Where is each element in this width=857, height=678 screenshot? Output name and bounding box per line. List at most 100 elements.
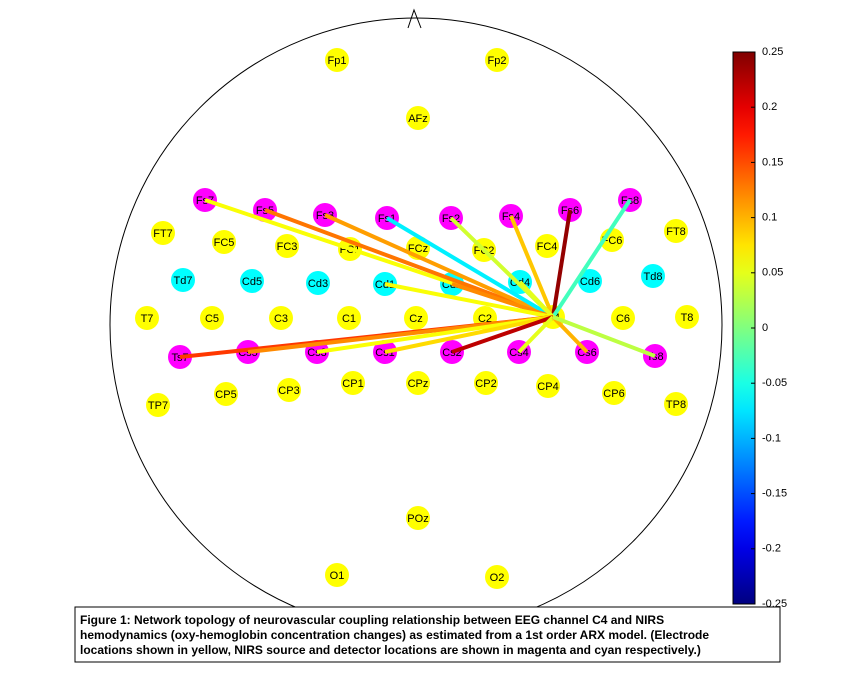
colorbar-tick-label: 0.2 [762,101,777,113]
node-detector [578,269,602,293]
node-label: CP5 [215,389,236,401]
node-electrode [536,374,560,398]
node-label: Cz [409,313,422,325]
node-electrode [406,106,430,130]
caption-line: Figure 1: Network topology of neurovascu… [80,613,664,627]
edge [451,315,554,354]
edge [324,213,554,319]
caption-box [74,606,781,663]
edge [451,282,554,319]
colorbar-tick-label: -0.2 [762,543,781,555]
node-label: POz [407,513,428,525]
node-label: T8 [681,312,694,324]
colorbar-tick-label: 0.1 [762,212,777,224]
node-label: CPz [408,378,429,390]
node-electrode [325,48,349,72]
edge [385,216,555,319]
node-label: FCz [408,243,428,255]
node-label: Cd6 [580,276,600,288]
node-electrode [535,234,559,258]
colorbar-tick-label: -0.1 [762,432,781,444]
node-label: O2 [490,572,505,584]
node-label: Fp2 [488,55,507,67]
node-label: FT8 [666,226,686,238]
node-detector [240,269,264,293]
edge [384,282,554,319]
node-label: Fp1 [328,55,347,67]
node-electrode [275,234,299,258]
node-electrode [277,378,301,402]
colorbar-tick-label: 0.15 [762,156,783,168]
node-label: O1 [330,570,345,582]
node-electrode [664,219,688,243]
node-label: CP3 [278,385,299,397]
node-label: FC3 [277,241,298,253]
nose [407,8,422,29]
node-electrode [664,392,688,416]
node-label: Cs6 [577,347,597,359]
colorbar-ticks: 0.250.20.150.10.050-0.05-0.1-0.15-0.2-0.… [751,46,787,610]
node-electrode [404,306,428,330]
node-label: C1 [342,313,356,325]
node-label: C6 [616,313,630,325]
node-electrode [406,371,430,395]
edge [551,315,589,354]
node-label: CP2 [475,378,496,390]
caption-line: hemodynamics (oxy-hemoglobin concentrati… [80,628,709,642]
node-electrode [611,306,635,330]
edge [384,315,554,354]
node-electrode [325,563,349,587]
node-label: FT7 [153,228,173,240]
node-electrode [485,565,509,589]
node-electrode [337,306,361,330]
node-electrode [214,382,238,406]
caption-line: locations shown in yellow, NIRS source a… [80,643,701,657]
node-label: Cs4 [509,347,529,359]
edge [551,198,632,319]
node-electrode [151,221,175,245]
node-label: CP4 [537,381,558,393]
node-label: FC4 [537,241,558,253]
node-electrode [474,371,498,395]
node-electrode [200,306,224,330]
node-electrode [341,371,365,395]
colorbar-tick-label: 0 [762,322,768,334]
node-label: C5 [205,313,219,325]
node-electrode [212,230,236,254]
node-label: CP6 [603,388,624,400]
node-electrode [675,305,699,329]
edge [509,215,555,318]
node-detector [306,271,330,295]
node-electrode [269,306,293,330]
node-electrode [406,506,430,530]
node-label: TP8 [666,399,686,411]
node-label: CP1 [342,378,363,390]
edge [316,315,554,354]
node-label: Td8 [644,271,663,283]
node-electrode [135,306,159,330]
colorbar-tick-label: 0.05 [762,267,783,279]
edge [518,280,555,319]
colorbar-tick-label: -0.15 [762,488,787,500]
node-label: TP7 [148,400,168,412]
node-label: Td7 [174,275,193,287]
node-detector [171,268,195,292]
node-label: FC5 [214,237,235,249]
edge [264,208,554,319]
node-label: Cd3 [308,278,328,290]
node-detector [641,264,665,288]
colorbar-tick-label: -0.05 [762,377,787,389]
node-electrode [146,393,170,417]
edge [517,315,555,354]
node-electrode [485,48,509,72]
colorbar-tick-label: 0.25 [762,46,783,58]
node-label: T7 [141,313,154,325]
edge [551,209,572,318]
edge [552,315,656,358]
node-label: Cd5 [242,276,262,288]
node-label: AFz [408,113,428,125]
edges [179,198,656,359]
